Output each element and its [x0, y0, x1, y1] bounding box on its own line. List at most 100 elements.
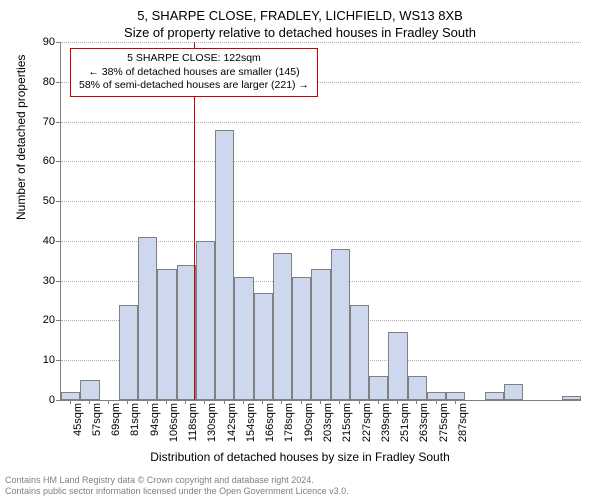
x-tick-label: 94sqm: [149, 403, 161, 453]
histogram-bar: [61, 392, 80, 400]
x-tick-mark: [436, 400, 437, 404]
y-tick-mark: [56, 281, 60, 282]
x-tick-mark: [224, 400, 225, 404]
x-tick-mark: [378, 400, 379, 404]
histogram-bar: [350, 305, 369, 400]
histogram-bar: [273, 253, 292, 400]
histogram-bar: [254, 293, 273, 400]
x-tick-label: 106sqm: [168, 403, 180, 453]
histogram-bar: [562, 396, 581, 400]
y-tick-label: 0: [49, 394, 55, 406]
y-tick-label: 20: [43, 314, 55, 326]
footer-line2: Contains public sector information licen…: [5, 486, 349, 497]
x-tick-label: 190sqm: [303, 403, 315, 453]
histogram-bar: [504, 384, 523, 400]
y-axis-label: Number of detached properties: [14, 55, 28, 220]
histogram-bar: [234, 277, 253, 400]
histogram-bar: [119, 305, 138, 400]
y-tick-label: 10: [43, 354, 55, 366]
histogram-bar: [369, 376, 388, 400]
x-tick-mark: [262, 400, 263, 404]
x-tick-label: 203sqm: [322, 403, 334, 453]
annotation-line2: ← 38% of detached houses are smaller (14…: [79, 66, 309, 80]
y-tick-label: 50: [43, 195, 55, 207]
histogram-bar: [427, 392, 446, 400]
x-tick-mark: [127, 400, 128, 404]
x-tick-label: 57sqm: [91, 403, 103, 453]
chart-container: 5, SHARPE CLOSE, FRADLEY, LICHFIELD, WS1…: [0, 0, 600, 500]
histogram-bar: [331, 249, 350, 400]
footer-line1: Contains HM Land Registry data © Crown c…: [5, 475, 349, 486]
chart-title: 5, SHARPE CLOSE, FRADLEY, LICHFIELD, WS1…: [0, 8, 600, 23]
gridline: [61, 42, 581, 43]
x-tick-mark: [166, 400, 167, 404]
x-tick-label: 118sqm: [187, 403, 199, 453]
x-tick-mark: [320, 400, 321, 404]
histogram-bar: [446, 392, 465, 400]
gridline: [61, 201, 581, 202]
x-tick-label: 69sqm: [110, 403, 122, 453]
x-tick-mark: [455, 400, 456, 404]
footer-credits: Contains HM Land Registry data © Crown c…: [5, 475, 349, 497]
gridline: [61, 161, 581, 162]
y-tick-mark: [56, 201, 60, 202]
x-tick-mark: [204, 400, 205, 404]
histogram-bar: [196, 241, 215, 400]
x-tick-mark: [397, 400, 398, 404]
x-tick-label: 81sqm: [129, 403, 141, 453]
y-tick-label: 60: [43, 155, 55, 167]
x-tick-label: 215sqm: [341, 403, 353, 453]
histogram-bar: [311, 269, 330, 400]
x-tick-mark: [243, 400, 244, 404]
y-tick-label: 90: [43, 36, 55, 48]
histogram-bar: [485, 392, 504, 400]
x-tick-label: 45sqm: [72, 403, 84, 453]
y-tick-mark: [56, 42, 60, 43]
chart-subtitle: Size of property relative to detached ho…: [0, 25, 600, 40]
y-tick-label: 80: [43, 76, 55, 88]
y-tick-mark: [56, 360, 60, 361]
histogram-bar: [388, 332, 407, 400]
y-tick-mark: [56, 82, 60, 83]
x-tick-label: 166sqm: [264, 403, 276, 453]
gridline: [61, 122, 581, 123]
x-tick-label: 178sqm: [283, 403, 295, 453]
y-tick-mark: [56, 400, 60, 401]
x-tick-mark: [147, 400, 148, 404]
annotation-line3: 58% of semi-detached houses are larger (…: [79, 79, 309, 93]
x-tick-mark: [89, 400, 90, 404]
histogram-bar: [157, 269, 176, 400]
histogram-bar: [292, 277, 311, 400]
x-axis-label: Distribution of detached houses by size …: [0, 450, 600, 464]
x-tick-label: 263sqm: [418, 403, 430, 453]
x-tick-mark: [416, 400, 417, 404]
x-tick-mark: [359, 400, 360, 404]
annotation-box: 5 SHARPE CLOSE: 122sqm ← 38% of detached…: [70, 48, 318, 97]
annotation-line1: 5 SHARPE CLOSE: 122sqm: [79, 52, 309, 66]
x-tick-label: 227sqm: [361, 403, 373, 453]
y-tick-mark: [56, 161, 60, 162]
x-tick-label: 130sqm: [206, 403, 218, 453]
x-tick-label: 239sqm: [380, 403, 392, 453]
histogram-bar: [138, 237, 157, 400]
histogram-bar: [80, 380, 99, 400]
x-tick-mark: [339, 400, 340, 404]
x-tick-label: 251sqm: [399, 403, 411, 453]
y-tick-mark: [56, 122, 60, 123]
histogram-bar: [408, 376, 427, 400]
x-tick-mark: [281, 400, 282, 404]
y-tick-mark: [56, 320, 60, 321]
x-tick-label: 142sqm: [226, 403, 238, 453]
histogram-bar: [215, 130, 234, 400]
x-tick-label: 275sqm: [438, 403, 450, 453]
x-tick-mark: [70, 400, 71, 404]
y-tick-mark: [56, 241, 60, 242]
x-tick-label: 287sqm: [457, 403, 469, 453]
x-tick-label: 154sqm: [245, 403, 257, 453]
y-tick-label: 40: [43, 235, 55, 247]
x-tick-mark: [185, 400, 186, 404]
x-tick-mark: [108, 400, 109, 404]
histogram-bar: [177, 265, 196, 400]
y-tick-label: 70: [43, 116, 55, 128]
x-tick-mark: [301, 400, 302, 404]
